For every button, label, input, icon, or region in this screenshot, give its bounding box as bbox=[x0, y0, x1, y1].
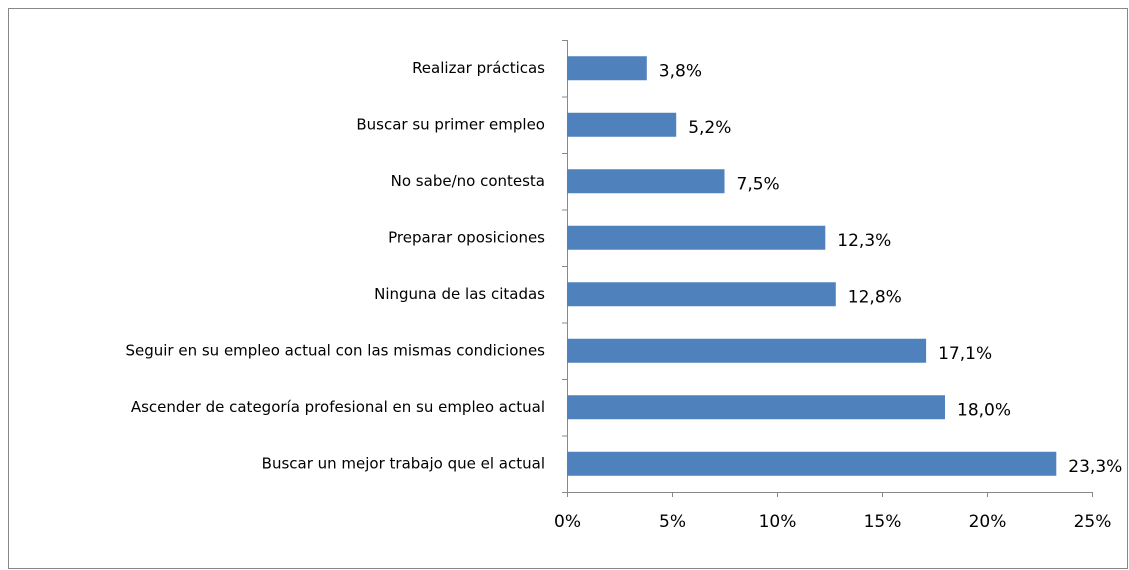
bar bbox=[567, 225, 826, 250]
y-tick-label: Preparar oposiciones bbox=[388, 228, 545, 246]
bar bbox=[567, 112, 677, 137]
value-label: 23,3% bbox=[1068, 457, 1122, 477]
value-label: 5,2% bbox=[688, 118, 731, 138]
bar bbox=[567, 282, 836, 307]
value-label: 17,1% bbox=[938, 344, 992, 364]
bar bbox=[567, 451, 1057, 476]
value-label: 12,3% bbox=[837, 231, 891, 251]
x-tick-label: 10% bbox=[759, 512, 797, 532]
x-tick-label: 20% bbox=[969, 512, 1007, 532]
y-tick-label: Buscar un mejor trabajo que el actual bbox=[262, 454, 545, 472]
y-tick-label: Seguir en su empleo actual con las misma… bbox=[125, 341, 545, 359]
x-tick-label: 15% bbox=[864, 512, 902, 532]
bar bbox=[567, 395, 945, 420]
x-tick-label: 5% bbox=[659, 512, 686, 532]
y-tick-label: Buscar su primer empleo bbox=[356, 115, 545, 133]
value-label: 3,8% bbox=[659, 61, 702, 81]
x-tick-label: 25% bbox=[1074, 512, 1112, 532]
bar bbox=[567, 169, 725, 194]
value-label: 18,0% bbox=[957, 400, 1011, 420]
bar bbox=[567, 56, 647, 81]
value-label: 7,5% bbox=[737, 174, 780, 194]
y-tick-label: Realizar prácticas bbox=[412, 59, 545, 77]
x-tick-label: 0% bbox=[554, 512, 581, 532]
value-label: 12,8% bbox=[848, 287, 902, 307]
y-tick-label: Ninguna de las citadas bbox=[374, 285, 545, 303]
y-tick-label: No sabe/no contesta bbox=[391, 172, 545, 190]
bar bbox=[567, 338, 927, 363]
y-tick-label: Ascender de categoría profesional en su … bbox=[131, 398, 545, 416]
